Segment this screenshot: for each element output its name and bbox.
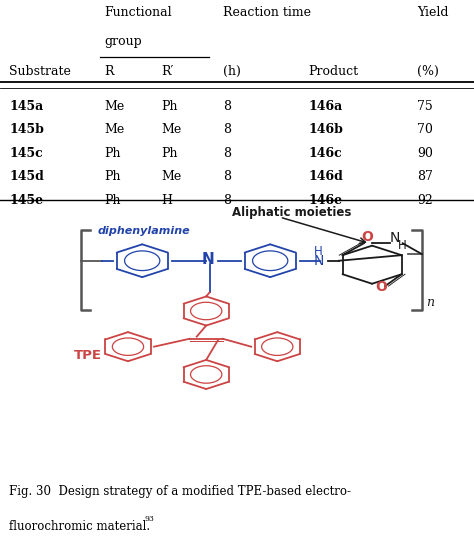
Text: Ph: Ph xyxy=(161,100,178,113)
Text: Yield: Yield xyxy=(417,6,448,19)
Text: 145b: 145b xyxy=(9,123,45,136)
Text: N: N xyxy=(390,231,401,245)
Text: N: N xyxy=(314,253,324,268)
Text: Reaction time: Reaction time xyxy=(223,6,311,19)
Text: Me: Me xyxy=(104,100,125,113)
Text: N: N xyxy=(202,252,215,267)
Text: 145a: 145a xyxy=(9,100,44,113)
Text: Me: Me xyxy=(161,123,182,136)
Text: 75: 75 xyxy=(417,100,433,113)
Text: O: O xyxy=(375,280,387,294)
Text: 146c: 146c xyxy=(308,147,342,160)
Text: H: H xyxy=(314,245,322,258)
Text: 146b: 146b xyxy=(308,123,343,136)
Text: Fig. 30  Design strategy of a modified TPE-based electro-: Fig. 30 Design strategy of a modified TP… xyxy=(9,485,352,498)
Text: Ph: Ph xyxy=(104,194,121,207)
Text: R′: R′ xyxy=(161,65,173,78)
Text: Ph: Ph xyxy=(104,147,121,160)
Text: Ph: Ph xyxy=(104,170,121,183)
Text: H: H xyxy=(398,239,407,252)
Text: 8: 8 xyxy=(223,147,231,160)
Text: n: n xyxy=(427,296,435,309)
Text: H: H xyxy=(161,194,172,207)
Text: group: group xyxy=(104,35,142,47)
Text: 145e: 145e xyxy=(9,194,44,207)
Text: 8: 8 xyxy=(223,170,231,183)
Text: Product: Product xyxy=(308,65,358,78)
Text: 90: 90 xyxy=(417,147,433,160)
Text: 70: 70 xyxy=(417,123,433,136)
Text: 146a: 146a xyxy=(308,100,342,113)
Text: 92: 92 xyxy=(417,194,433,207)
Text: Functional: Functional xyxy=(104,6,172,19)
Text: Aliphatic moieties: Aliphatic moieties xyxy=(232,206,352,219)
Text: TPE: TPE xyxy=(73,349,101,361)
Text: Me: Me xyxy=(161,170,182,183)
Text: 145d: 145d xyxy=(9,170,45,183)
Text: (%): (%) xyxy=(417,65,439,78)
Text: Ph: Ph xyxy=(161,147,178,160)
Text: 87: 87 xyxy=(417,170,433,183)
Text: (h): (h) xyxy=(223,65,241,78)
Text: Substrate: Substrate xyxy=(9,65,72,78)
Text: Me: Me xyxy=(104,123,125,136)
Text: 146e: 146e xyxy=(308,194,342,207)
Text: 145c: 145c xyxy=(9,147,43,160)
Text: 146d: 146d xyxy=(308,170,343,183)
Text: O: O xyxy=(362,230,374,244)
Text: 8: 8 xyxy=(223,123,231,136)
Text: diphenylamine: diphenylamine xyxy=(97,226,190,236)
Text: R: R xyxy=(104,65,114,78)
Text: fluorochromic material.: fluorochromic material. xyxy=(9,520,151,533)
Text: 8: 8 xyxy=(223,194,231,207)
Text: 8: 8 xyxy=(223,100,231,113)
Text: 93: 93 xyxy=(145,515,155,523)
